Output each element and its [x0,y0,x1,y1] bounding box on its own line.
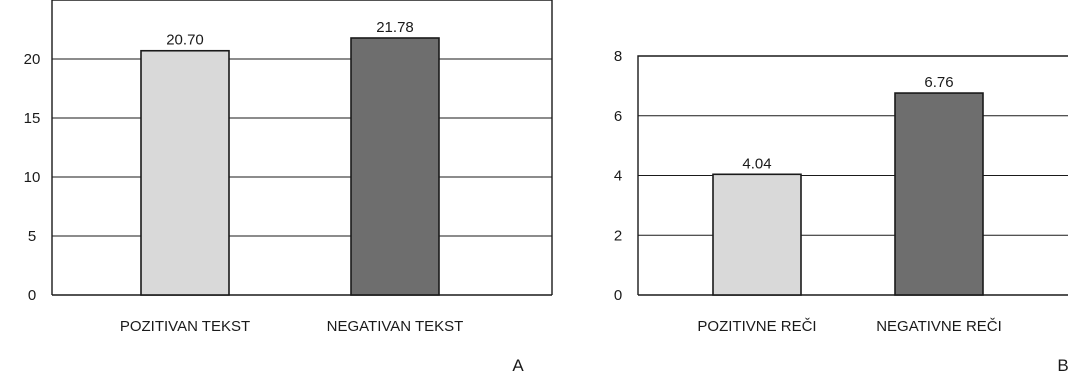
chart-b: 0 2 4 6 8 4.04 POZITIVNE REČI 6.76 NEGATIVNE REČ… [614,48,1068,375]
y-tick-label-a-4: 20 [24,51,41,68]
y-tick-label-b-4: 8 [614,48,622,65]
data-label-b-1: 6.76 [924,74,953,91]
y-tick-label-b-1: 2 [614,227,622,244]
category-label-a-0: POZITIVAN TEKST [120,318,250,335]
category-label-a-1: NEGATIVAN TEKST [327,318,464,335]
y-tick-label-b-3: 6 [614,108,622,125]
category-label-b-0: POZITIVNE REČI [697,318,816,335]
y-tick-label-a-1: 5 [28,228,36,245]
y-tick-label-a-2: 10 [24,169,41,186]
category-label-b-1: NEGATIVNE REČI [876,318,1002,335]
panel-label-a: A [512,356,524,375]
data-label-a-0: 20.70 [166,32,204,49]
y-tick-label-a-0: 0 [28,287,36,304]
panel-label-b: B [1057,356,1068,375]
chart-a: 0 5 10 15 20 20.70 POZITIVAN TEKST 21.78 NEGATIV… [24,0,553,375]
bar-a-1 [350,37,440,296]
plot-frame-b [637,55,1068,295]
y-tick-label-b-2: 4 [614,168,622,185]
bar-b-0 [712,173,802,296]
bar-b-1 [894,92,984,296]
y-tick-label-a-3: 15 [24,110,41,127]
data-label-a-1: 21.78 [376,19,414,36]
plot-frame-a [51,0,553,295]
y-tick-label-b-0: 0 [614,287,622,304]
bar-a-0 [140,49,230,296]
data-label-b-0: 4.04 [742,155,771,172]
